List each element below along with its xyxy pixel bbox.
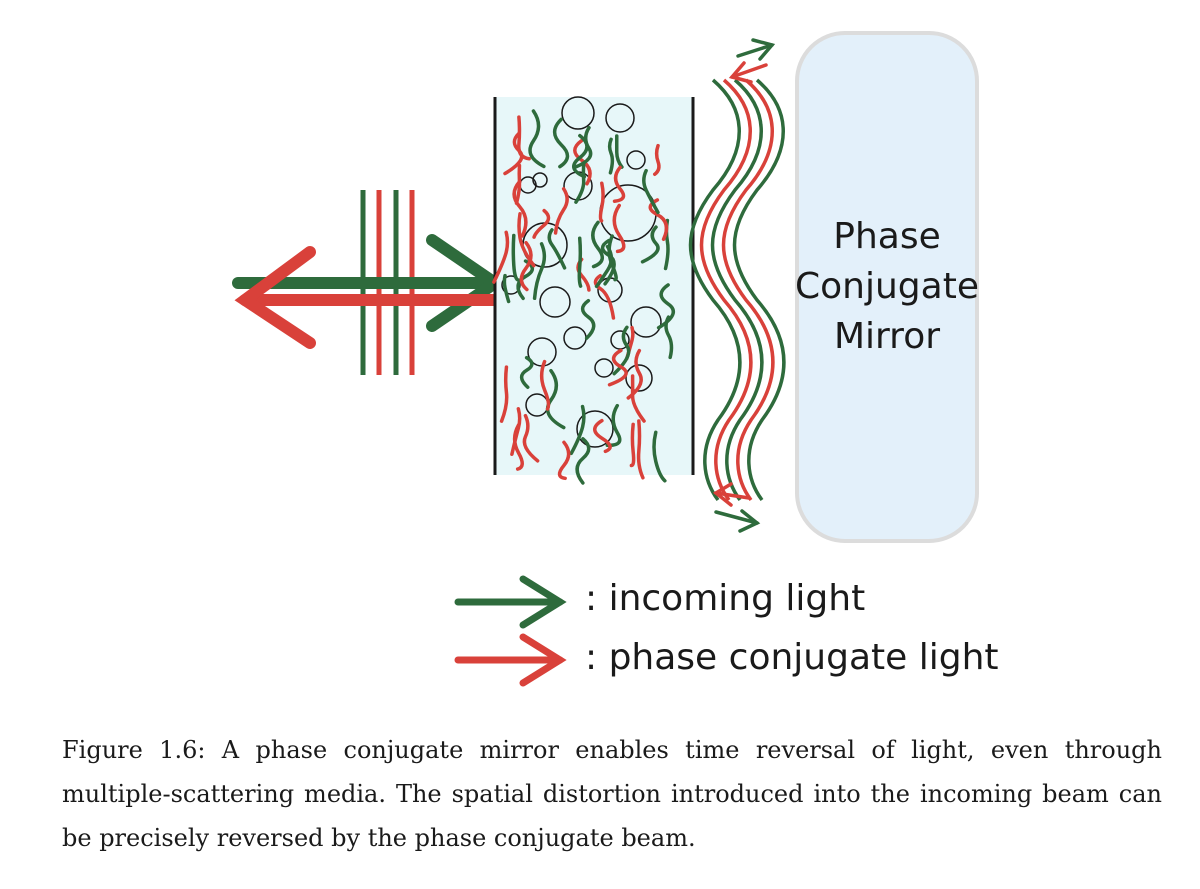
scattered-ray [636, 419, 645, 480]
scatter-particle [561, 96, 595, 130]
scattered-ray [553, 187, 569, 235]
scattered-ray [605, 403, 622, 448]
scattering-medium [492, 96, 695, 485]
distorted-wavefronts [688, 78, 786, 502]
scattered-ray [552, 117, 570, 169]
scattered-ray [652, 430, 667, 483]
scattered-ray [557, 440, 571, 481]
scattered-ray [642, 168, 660, 215]
scattered-ray [593, 273, 616, 320]
conjugate-beam-arrow [234, 246, 506, 349]
scattered-ray [573, 138, 592, 186]
scattered-ray [502, 273, 511, 304]
scatter-particle [539, 286, 571, 318]
phase-conjugation-diagram [232, 31, 979, 687]
scattered-ray [580, 298, 596, 340]
scatter-particle [605, 103, 635, 133]
scattered-ray [519, 240, 533, 292]
scattered-ray [545, 368, 566, 430]
scattered-ray [522, 413, 540, 463]
scattered-ray [519, 355, 534, 389]
scattered-ray [503, 131, 524, 176]
scattered-ray [612, 203, 626, 254]
scattered-ray [612, 165, 626, 203]
scattered-ray [517, 115, 531, 161]
scattered-ray [499, 365, 509, 423]
legend-incoming-label: : incoming light [585, 578, 866, 619]
scattered-ray [626, 348, 643, 400]
scatter-particle [630, 306, 662, 338]
scattered-ray [574, 161, 586, 204]
scattered-ray [517, 212, 536, 268]
scattered-ray [607, 348, 628, 387]
scattered-ray [629, 422, 636, 468]
legend-conjugate-label: : phase conjugate light [585, 637, 999, 678]
phase-conjugate-mirror [795, 31, 979, 543]
scatter-particle [532, 172, 548, 188]
scattered-ray [532, 242, 547, 301]
scattered-ray [592, 418, 612, 454]
mirror-label: Phase Conjugate Mirror [790, 212, 984, 362]
scatter-particle [501, 275, 521, 295]
scattered-ray [512, 179, 528, 238]
mirror-label-line3: Mirror [833, 316, 941, 357]
legend-conjugate-arrow [454, 633, 567, 687]
scattered-ray [577, 236, 583, 288]
scattered-ray [532, 208, 551, 239]
legend-incoming-arrow [454, 575, 567, 629]
scatter-particle [576, 410, 614, 448]
scattered-ray [528, 109, 546, 169]
scattered-ray [664, 315, 674, 360]
scattered-ray [614, 134, 624, 169]
scattered-ray [574, 125, 593, 169]
scattered-ray [591, 220, 604, 269]
scattered-ray [512, 423, 524, 471]
scatter-particle [594, 358, 614, 378]
wavefront-direction-arrows [712, 38, 776, 533]
scattered-ray [598, 181, 605, 223]
scattered-ray [640, 225, 660, 264]
scattered-ray [511, 233, 521, 282]
figure-caption: Figure 1.6: A phase conjugate mirror ena… [62, 736, 1162, 852]
scattered-ray [569, 404, 586, 456]
scattered-ray [516, 259, 535, 301]
mirror-label-line2: Conjugate [795, 266, 979, 307]
scatter-particle [625, 364, 653, 392]
scattered-rays [492, 109, 676, 485]
scattered-ray [612, 325, 631, 376]
scattered-ray [607, 234, 618, 282]
scattered-ray [572, 133, 589, 179]
scattered-ray [492, 230, 510, 284]
scattered-ray [607, 137, 615, 175]
scatter-particle [626, 150, 646, 170]
scattered-ray [652, 143, 661, 176]
scattered-ray [539, 359, 551, 411]
scattered-ray [575, 437, 591, 485]
mirror-label-line1: Phase [833, 216, 941, 257]
scattered-ray [547, 228, 567, 270]
